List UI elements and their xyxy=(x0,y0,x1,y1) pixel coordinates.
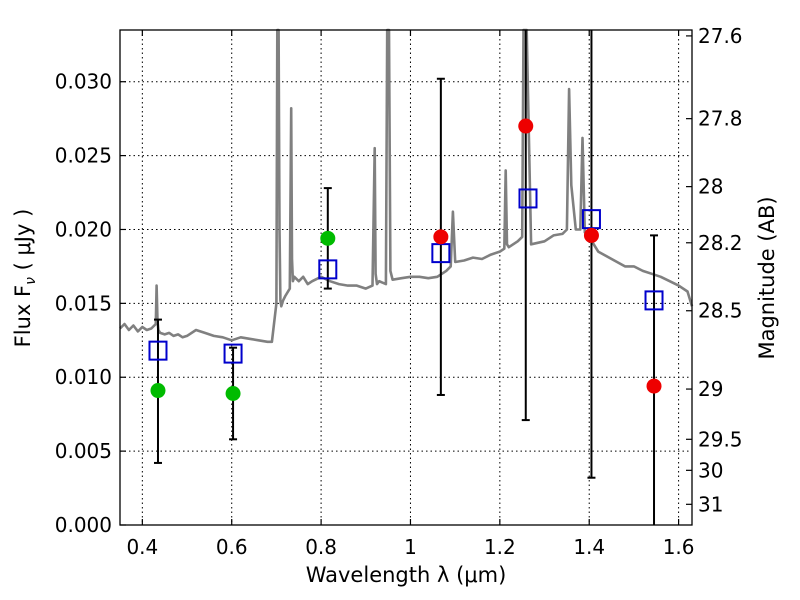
y2-axis-title: Magnitude (AB) xyxy=(755,196,779,359)
y-tick-label: 0.025 xyxy=(55,144,112,168)
y2-tick-label: 28.2 xyxy=(698,231,743,255)
observed-flux-point xyxy=(646,378,662,394)
y-axis-title-units: ( μJy ) xyxy=(11,209,35,277)
observed-flux-point xyxy=(583,227,599,243)
y-tick-label: 0.000 xyxy=(55,513,112,537)
grid-layer xyxy=(120,30,692,526)
x-tick-label: 0.4 xyxy=(126,535,158,559)
model-flux-box xyxy=(148,340,168,361)
y2-tick-label: 28 xyxy=(698,175,723,199)
template-spectrum-line xyxy=(119,28,694,344)
plot-frame xyxy=(119,29,693,526)
model-flux-box xyxy=(318,259,338,280)
x-tick-label: 1.6 xyxy=(663,535,695,559)
observed-flux-point xyxy=(150,383,166,399)
y2-tick-label: 27.8 xyxy=(698,107,743,131)
y2-tick-label: 29 xyxy=(698,377,723,401)
tick-layer: 0.4 0.6 0.8 1 1.2 1.4 1.6 0.000 0.005 0.010 0.015 0… xyxy=(55,24,743,559)
x-tick-label: 1.4 xyxy=(573,535,605,559)
y-tick-label: 0.030 xyxy=(55,70,112,94)
model-flux-box xyxy=(518,188,538,209)
y-tick-label: 0.010 xyxy=(55,365,112,389)
y-tick-label: 0.015 xyxy=(55,291,112,315)
model-flux-box xyxy=(644,290,664,311)
y2-tick-label: 27.6 xyxy=(698,24,743,48)
y-axis-title-main: Flux F xyxy=(11,285,35,347)
y-tick-label: 0.005 xyxy=(55,439,112,463)
observed-flux-point xyxy=(433,229,449,245)
y2-tick-label: 28.5 xyxy=(698,299,743,323)
y-axis-title: Flux Fν ( μJy ) xyxy=(11,209,39,348)
x-axis-title: Wavelength λ (μm) xyxy=(306,563,507,587)
y-axis-title-subscript: ν xyxy=(23,277,39,285)
observed-flux-point xyxy=(320,230,336,246)
x-tick-label: 0.8 xyxy=(305,535,337,559)
x-tick-label: 1 xyxy=(404,535,417,559)
x-tick-label: 0.6 xyxy=(216,535,248,559)
observed-flux-point xyxy=(225,385,241,401)
y2-tick-label: 30 xyxy=(698,458,723,482)
y2-tick-label: 29.5 xyxy=(698,427,743,451)
y-tick-label: 0.020 xyxy=(55,217,112,241)
y2-tick-label: 31 xyxy=(698,492,723,516)
observed-flux-point xyxy=(518,118,534,134)
points-layer xyxy=(148,118,664,401)
spectrum-layer xyxy=(119,28,694,344)
x-tick-label: 1.2 xyxy=(484,535,516,559)
model-flux-box xyxy=(223,343,243,364)
